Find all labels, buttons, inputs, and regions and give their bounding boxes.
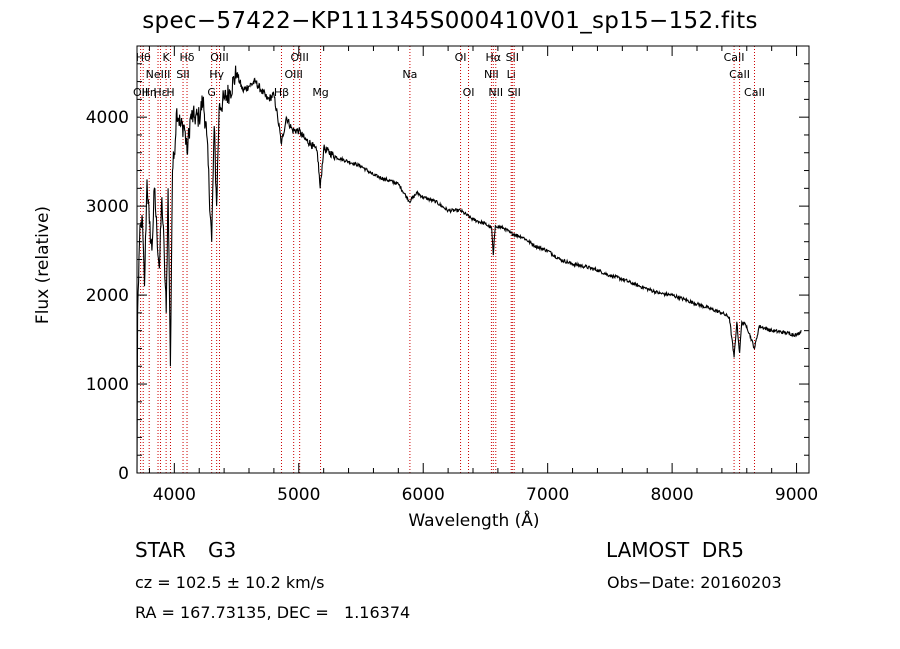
spectral-line-label: OI <box>455 51 467 64</box>
spectral-line-label: Hη <box>142 86 157 99</box>
spectral-line-label: SII <box>176 68 189 81</box>
spectral-line-label: SII <box>506 51 519 64</box>
spectral-line-label: Na <box>402 68 417 81</box>
spectral-line-label: Hα <box>486 51 502 64</box>
chart-title: spec−57422−KP111345S000410V01_sp15−152.f… <box>142 8 758 34</box>
x-tick-label: 6000 <box>402 485 445 505</box>
spectrum-line <box>136 65 802 474</box>
spectral-line-label: CaII <box>744 86 765 99</box>
spectral-line-label: Hδ <box>180 51 195 64</box>
y-tick-label: 1000 <box>86 375 129 395</box>
spectral-line-label: SII <box>507 86 520 99</box>
y-tick-label: 0 <box>118 464 129 484</box>
spectral-line-label: Li <box>507 68 516 81</box>
x-tick-label: 7000 <box>526 485 569 505</box>
x-tick-label: 4000 <box>153 485 196 505</box>
object-class: STAR <box>135 538 186 562</box>
spectral-line-label: Hβ <box>274 86 289 99</box>
spectral-line-label: Hθ <box>136 51 151 64</box>
y-axis-label: Flux (relative) <box>33 205 53 325</box>
spectral-line-label: NeIII <box>146 68 171 81</box>
x-axis-label: Wavelength (Å) <box>408 511 540 531</box>
plot-frame <box>136 45 810 474</box>
observation-date: Obs−Date: 20160203 <box>607 573 782 592</box>
spectral-line-label: OIII <box>284 68 302 81</box>
x-tick-label: 9000 <box>775 485 818 505</box>
x-tick-label: 5000 <box>277 485 320 505</box>
spectral-line-label: NII <box>484 68 499 81</box>
spectral-line-label: OIII <box>290 51 308 64</box>
spectral-line-label: CaII <box>724 51 745 64</box>
y-tick-label: 4000 <box>86 108 129 128</box>
redshift-velocity: cz = 102.5 ± 10.2 km/s <box>135 573 325 592</box>
subclass: G3 <box>208 538 237 562</box>
spectral-line-label: NII <box>488 86 503 99</box>
spectral-line-label: H <box>166 86 174 99</box>
spectral-line-label: Hγ <box>209 68 224 81</box>
spectral-line-label: OI <box>463 86 475 99</box>
y-tick-label: 3000 <box>86 197 129 217</box>
spectral-line-label: Hε <box>153 86 167 99</box>
spectral-line-label: OIII <box>210 51 228 64</box>
spectral-line-label: CaII <box>729 68 750 81</box>
y-tick-label: 2000 <box>86 286 129 306</box>
spectral-line-label: K <box>163 51 171 64</box>
survey-name: LAMOST DR5 <box>606 538 744 562</box>
x-tick-label: 8000 <box>650 485 693 505</box>
spectral-line-label: G <box>207 86 216 99</box>
ra-dec-coordinates: RA = 167.73135, DEC = 1.16374 <box>135 603 411 622</box>
spectral-line-label: Mg <box>312 86 328 99</box>
